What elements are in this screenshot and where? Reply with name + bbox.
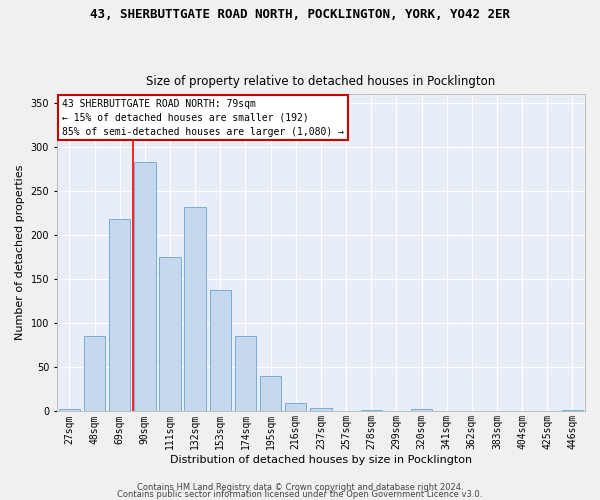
- X-axis label: Distribution of detached houses by size in Pocklington: Distribution of detached houses by size …: [170, 455, 472, 465]
- Bar: [285, 402, 307, 411]
- Bar: [109, 219, 130, 412]
- Bar: [562, 410, 583, 412]
- Text: Contains public sector information licensed under the Open Government Licence v3: Contains public sector information licen…: [118, 490, 482, 499]
- Bar: [260, 376, 281, 412]
- Text: 43 SHERBUTTGATE ROAD NORTH: 79sqm
← 15% of detached houses are smaller (192)
85%: 43 SHERBUTTGATE ROAD NORTH: 79sqm ← 15% …: [62, 98, 344, 136]
- Bar: [184, 207, 206, 412]
- Y-axis label: Number of detached properties: Number of detached properties: [15, 165, 25, 340]
- Bar: [486, 410, 508, 412]
- Bar: [235, 336, 256, 411]
- Bar: [361, 410, 382, 412]
- Title: Size of property relative to detached houses in Pocklington: Size of property relative to detached ho…: [146, 76, 496, 88]
- Bar: [84, 336, 105, 411]
- Bar: [310, 408, 332, 412]
- Bar: [59, 409, 80, 412]
- Text: Contains HM Land Registry data © Crown copyright and database right 2024.: Contains HM Land Registry data © Crown c…: [137, 484, 463, 492]
- Bar: [160, 257, 181, 412]
- Bar: [134, 162, 155, 412]
- Text: 43, SHERBUTTGATE ROAD NORTH, POCKLINGTON, YORK, YO42 2ER: 43, SHERBUTTGATE ROAD NORTH, POCKLINGTON…: [90, 8, 510, 20]
- Bar: [411, 409, 432, 412]
- Bar: [209, 290, 231, 412]
